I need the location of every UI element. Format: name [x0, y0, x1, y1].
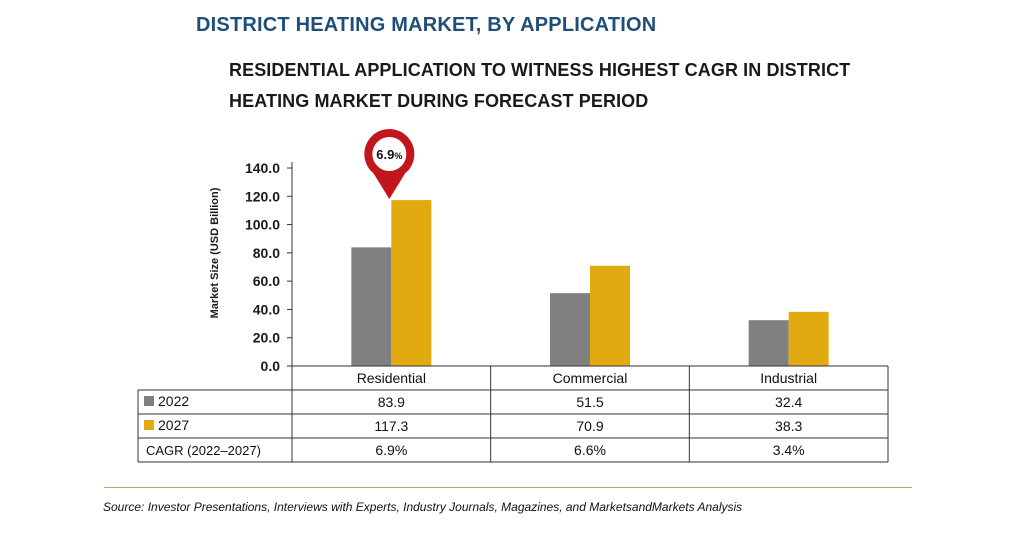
data-label-2027: 38.3 — [775, 418, 802, 434]
bar-2022-industrial — [748, 320, 789, 366]
data-label-2027: 117.3 — [374, 418, 408, 434]
source-divider — [104, 487, 912, 488]
cagr-value: 6.6% — [574, 442, 606, 458]
data-label-2027: 70.9 — [576, 418, 603, 434]
y-tick-label: 80.0 — [253, 245, 280, 261]
callout-label: 6.9% — [376, 147, 402, 162]
x-category-label: Industrial — [760, 370, 817, 386]
bar-2027-commercial — [590, 265, 630, 366]
chart-title: DISTRICT HEATING MARKET, BY APPLICATION — [196, 14, 657, 36]
legend-swatch-2027 — [144, 420, 154, 430]
cagr-value: 3.4% — [773, 442, 805, 458]
callout-inner — [372, 137, 407, 171]
y-axis-label: Market Size (USD Billion) — [209, 187, 221, 318]
chart-subtitle: RESIDENTIAL APPLICATION TO WITNESS HIGHE… — [229, 60, 851, 111]
y-tick-label: 0.0 — [261, 358, 281, 374]
callout-pointer — [373, 173, 406, 199]
legend-label-2027: 2027 — [158, 417, 189, 433]
bar-2022-residential — [351, 247, 392, 366]
y-tick-label: 140.0 — [245, 160, 280, 176]
y-tick-label: 40.0 — [253, 301, 280, 317]
data-label-2022: 51.5 — [576, 394, 603, 410]
source-note: Source: Investor Presentations, Intervie… — [103, 500, 743, 514]
bar-2027-industrial — [788, 311, 829, 366]
legend-swatch-2022 — [144, 396, 154, 406]
x-category-label: Residential — [357, 370, 426, 386]
data-label-2022: 32.4 — [775, 394, 802, 410]
legend-label-2022: 2022 — [158, 393, 189, 409]
data-label-2022: 83.9 — [378, 394, 405, 410]
y-tick-label: 60.0 — [253, 273, 280, 289]
bar-2022-commercial — [550, 293, 590, 366]
callout-value: 6.9 — [376, 147, 394, 162]
cagr-row-label: CAGR (2022–2027) — [146, 443, 261, 458]
y-tick-label: 120.0 — [245, 188, 280, 204]
x-category-label: Commercial — [553, 370, 628, 386]
cagr-value: 6.9% — [375, 442, 407, 458]
bar-chart: 0.0 20.0 40.0 60.0 80.0 100.0 120.0 140.0 Market… — [137, 129, 889, 463]
bar-2027-residential — [391, 200, 432, 366]
callout-unit: % — [394, 151, 402, 161]
y-tick-label: 20.0 — [253, 330, 280, 346]
y-tick-label: 100.0 — [245, 217, 280, 233]
